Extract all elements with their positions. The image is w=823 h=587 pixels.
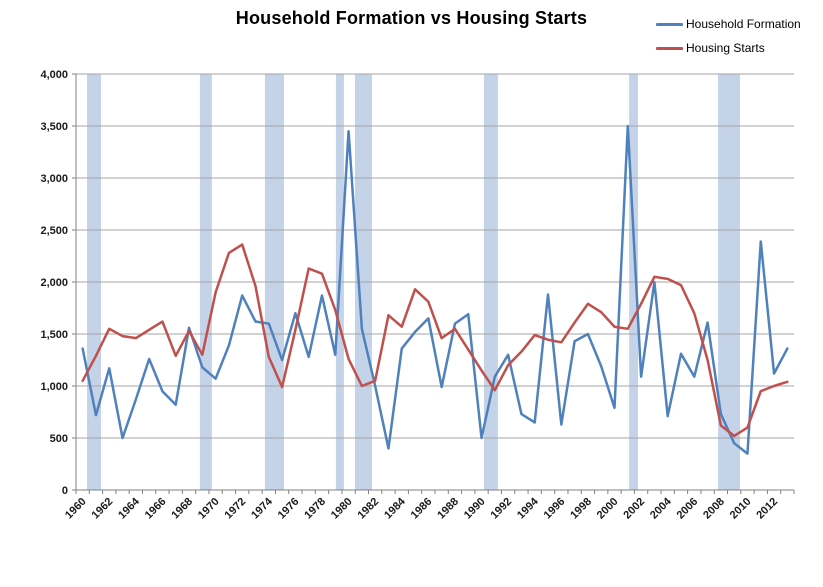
y-axis-label: 4,000	[40, 69, 68, 81]
x-axis-label: 1996	[542, 496, 568, 522]
x-axis-label: 1988	[435, 496, 461, 522]
legend-line-swatch-household-formation	[656, 22, 683, 26]
x-axis-label: 1982	[355, 496, 381, 522]
x-axis-label: 1986	[409, 496, 435, 522]
legend-label-household-formation: Household Formation	[686, 17, 801, 31]
x-axis-label: 2006	[675, 496, 701, 522]
x-axis-label: 1960	[63, 496, 89, 522]
y-axis-label: 1,500	[40, 329, 68, 341]
legend-line-swatch-housing-starts	[656, 46, 683, 50]
x-axis-label: 1976	[276, 496, 302, 522]
y-axis-label: 0	[62, 485, 68, 497]
series-line-housing-starts	[81, 243, 789, 438]
y-axis-label: 1,000	[40, 381, 68, 393]
y-axis-label: 2,000	[40, 277, 68, 289]
x-axis-label: 2008	[701, 496, 727, 522]
x-axis-label: 1966	[143, 496, 169, 522]
x-axis-label: 1972	[223, 496, 249, 522]
x-axis-label: 1968	[169, 496, 195, 522]
x-axis-label: 1970	[196, 496, 222, 522]
y-axis-label: 2,500	[40, 225, 68, 237]
x-axis-label: 2000	[595, 496, 621, 522]
series-line-household-formation	[81, 124, 789, 455]
y-axis-label: 3,500	[40, 121, 68, 133]
x-axis-label: 2012	[754, 496, 780, 522]
x-axis-label: 1990	[462, 496, 488, 522]
x-axis-label: 1974	[249, 495, 275, 521]
x-axis-label: 1980	[329, 496, 355, 522]
x-axis-label: 1994	[515, 495, 541, 521]
x-axis-label: 1998	[568, 496, 594, 522]
chart-legend: Household Formation Housing Starts	[656, 14, 801, 62]
x-axis-label: 1964	[116, 495, 142, 521]
x-axis-label: 1978	[302, 496, 328, 522]
legend-label-housing-starts: Housing Starts	[686, 41, 765, 55]
legend-item-housing-starts: Housing Starts	[656, 38, 801, 58]
legend-item-household-formation: Household Formation	[656, 14, 801, 34]
x-axis-label: 2004	[648, 495, 674, 521]
y-axis-label: 3,000	[40, 173, 68, 185]
x-axis-label: 1984	[382, 495, 408, 521]
x-axis-label: 1962	[90, 496, 116, 522]
chart-title: Household Formation vs Housing Starts	[235, 8, 588, 28]
y-axis-label: 500	[50, 433, 68, 445]
x-axis-label: 2002	[621, 496, 647, 522]
x-axis-label: 2010	[728, 496, 754, 522]
x-axis-label: 1992	[488, 496, 514, 522]
